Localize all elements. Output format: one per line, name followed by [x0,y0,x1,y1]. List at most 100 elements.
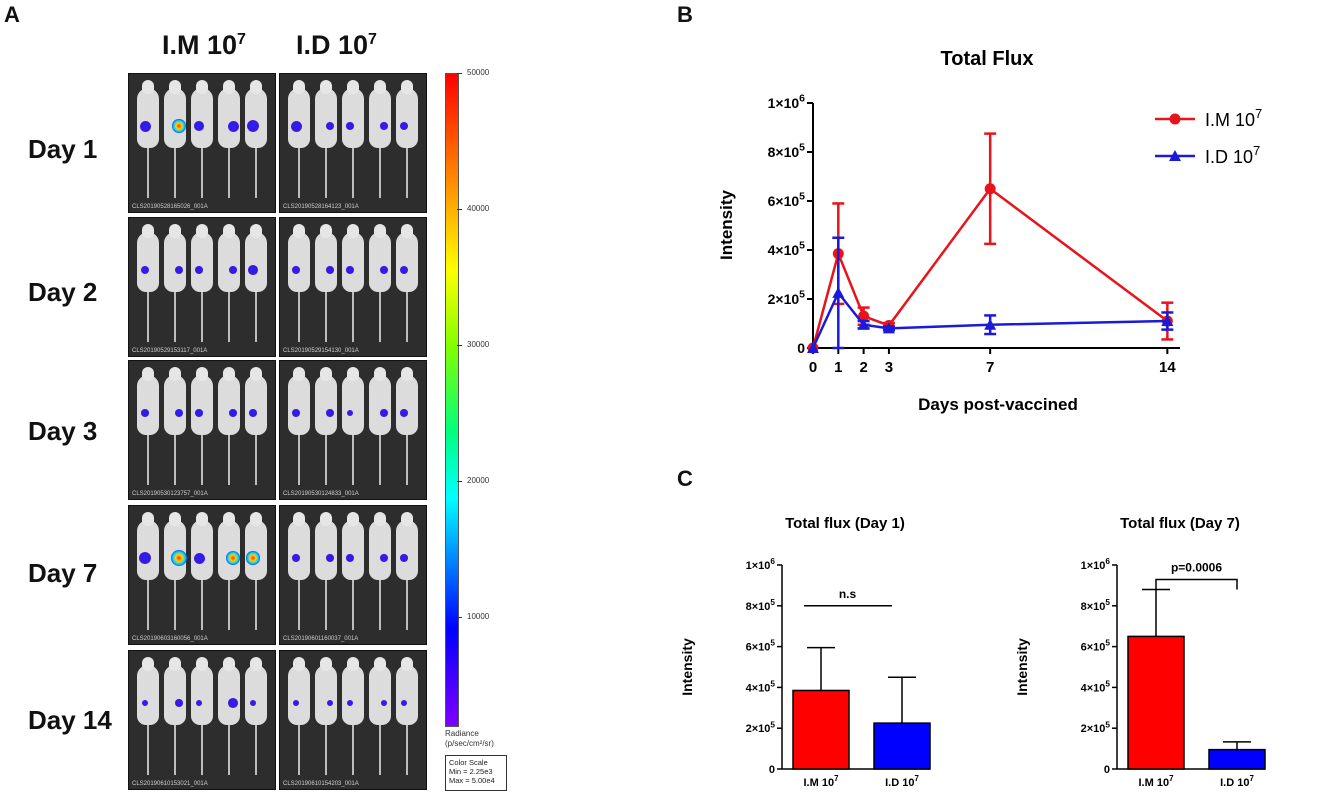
mouse-tail [228,435,230,485]
y-tick-label: 6×105 [1081,639,1111,654]
data-point [807,342,819,353]
mouse-head [142,80,154,94]
mouse-silhouette [342,367,364,485]
mouse-head [250,512,262,526]
mouse-silhouette [245,657,267,775]
chart-title: Total flux (Day 7) [1120,515,1240,532]
mouse-silhouette [164,657,186,775]
mouse-head [223,512,235,526]
image-id-label: CLS20190528165026_001A [132,204,208,210]
mouse-silhouette [396,80,418,198]
mouse-silhouette [191,657,213,775]
mouse-tail [325,292,327,342]
row-label-day1: Day 1 [28,134,98,164]
y-tick-label: 0 [1104,764,1110,776]
luminescence-spot [292,554,300,562]
luminescence-spot [326,266,334,274]
mouse-silhouette [315,657,337,775]
row-label-day7: Day 7 [28,558,98,588]
series-line [811,186,1169,349]
luminescence-spot [399,121,409,131]
mouse-head [293,512,305,526]
mouse-tail [379,292,381,342]
luminescence-spot [193,552,205,564]
mouse-head [401,80,413,94]
mouse-silhouette [288,224,310,342]
mouse-silhouette [164,80,186,198]
data-point [857,318,870,330]
mouse-head [401,224,413,238]
row-label-day14: Day 14 [28,705,112,735]
image-id-label: CLS20190528164123_001A [283,204,359,210]
mouse-tail [255,292,257,342]
mouse-silhouette [288,80,310,198]
mouse-silhouette [369,80,391,198]
mouse-head [401,367,413,381]
ivis-image-cell: CLS20190530123757_001A [128,360,276,500]
x-tick-label: 14 [1159,359,1176,376]
y-axis-label: Intensity [1015,638,1030,696]
y-tick-label: 1×106 [1081,557,1111,572]
mouse-tail [325,435,327,485]
luminescence-spot [292,266,300,274]
mouse-silhouette [396,512,418,630]
mouse-silhouette [245,367,267,485]
mouse-head [293,367,305,381]
luminescence-spot [326,409,334,417]
mouse-tail [298,435,300,485]
mouse-tail [147,435,149,485]
mouse-head [223,80,235,94]
mouse-silhouette [342,80,364,198]
y-tick-label: 4×105 [768,240,806,258]
luminescence-spot [228,698,238,708]
image-id-label: CLS20190601160037_001A [283,636,359,642]
y-tick-label: 6×105 [768,191,806,209]
mouse-tail [201,580,203,630]
mouse-head [320,657,332,671]
mouse-silhouette [315,367,337,485]
mouse-silhouette [191,224,213,342]
mouse-tail [174,148,176,198]
mouse-tail [147,292,149,342]
mouse-silhouette [218,80,240,198]
mouse-silhouette [315,224,337,342]
ivis-image-cell: CLS20190529154130_001A [279,217,427,357]
significance-label: n.s [839,587,857,601]
luminescence-spot [380,122,388,130]
x-tick-label: 2 [859,359,867,376]
bar [1127,635,1185,770]
mouse-tail [174,580,176,630]
x-tick-label: 7 [986,359,994,376]
colorbar-tick-mark [457,209,462,210]
y-tick-label: 2×105 [746,720,776,735]
panel-c-letter: C [677,466,693,491]
mouse-silhouette [164,512,187,630]
mouse-head [223,367,235,381]
luminescence-spot [400,409,408,417]
luminescence-spot [246,119,260,133]
mouse-head [320,224,332,238]
mouse-tail [201,725,203,775]
mouse-tail [352,292,354,342]
luminescence-spot [225,550,241,566]
mouse-silhouette [396,367,418,485]
series-line [811,290,1168,349]
ivis-image-cell: CLS20190610153021_001A [128,650,276,790]
x-tick-label: I.M 107 [1139,774,1175,789]
mouse-silhouette [137,512,159,630]
mouse-tail [201,148,203,198]
luminescence-spot [292,699,300,707]
bar [792,689,850,770]
mouse-head [142,224,154,238]
ivis-image-cell: CLS20190528164123_001A [279,73,427,213]
mouse-tail [406,148,408,198]
luminescence-spot [346,554,354,562]
mouse-silhouette [191,512,213,630]
data-point [1161,315,1174,327]
mouse-silhouette [288,512,310,630]
mouse-head [347,80,359,94]
mouse-tail [147,148,149,198]
mouse-head [196,512,208,526]
ivis-image-cell: CLS20190610154203_001A [279,650,427,790]
mouse-tail [255,725,257,775]
